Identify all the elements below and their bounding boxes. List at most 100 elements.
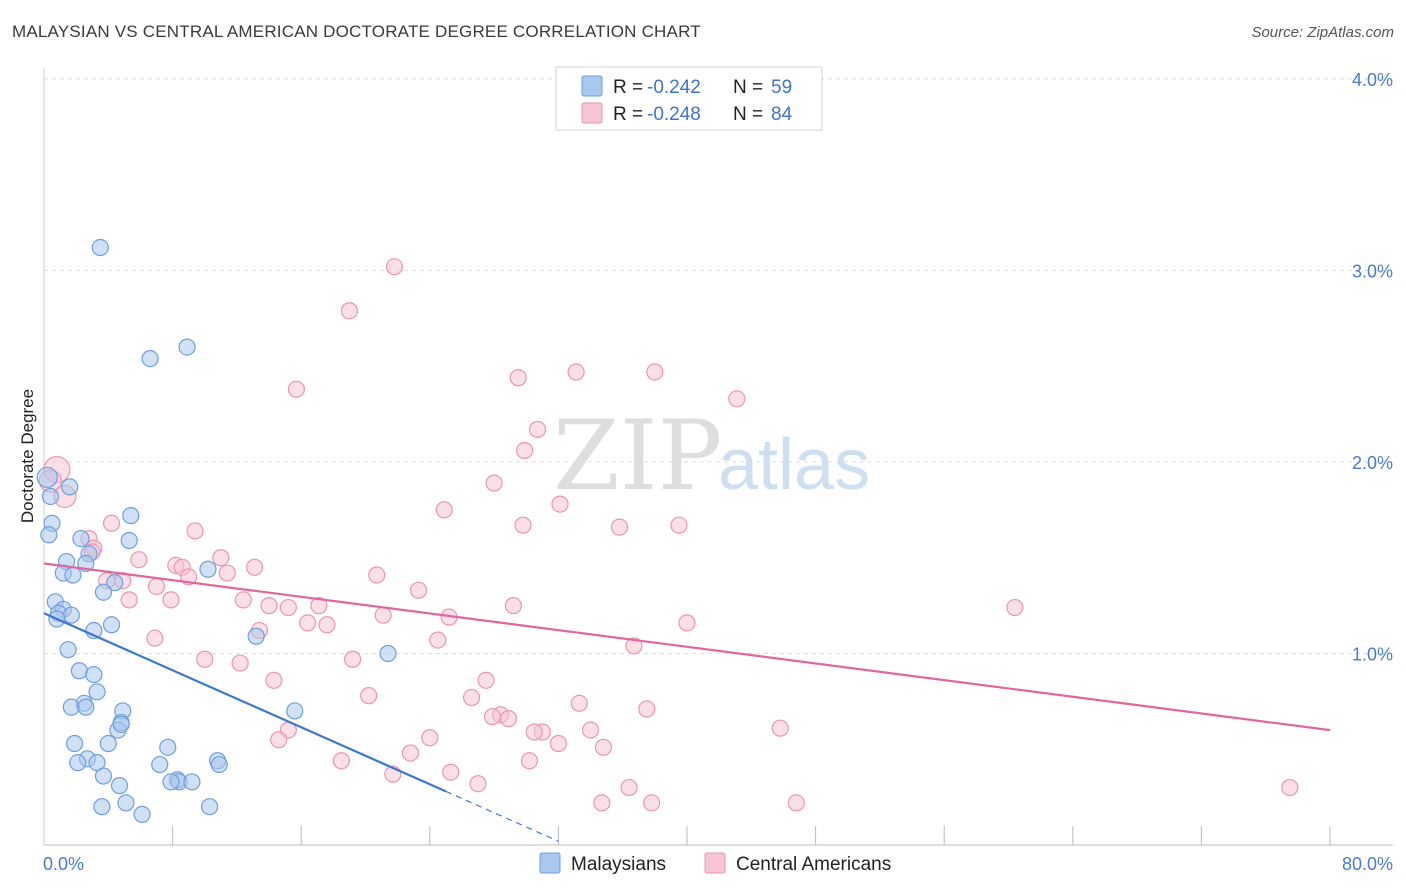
central-american-point-57: [477, 671, 495, 689]
central-american-point-73: [594, 738, 613, 756]
central-americans-trend-line: [43, 562, 1331, 732]
malaysian-point-53: [110, 777, 129, 795]
central-american-point-17: [670, 516, 688, 534]
central-american-point-31: [368, 566, 386, 584]
central-american-point-11: [516, 441, 534, 460]
malaysian-point-40: [65, 734, 84, 753]
central-american-point-59: [499, 710, 518, 728]
central-american-point-25: [212, 549, 230, 567]
central-american-point-65: [401, 744, 420, 762]
central-american-point-20: [186, 522, 204, 540]
central-american-point-50: [146, 629, 164, 647]
malaysian-point-5: [41, 487, 60, 506]
bottom-legend-swatch-central-americans: [704, 852, 726, 874]
legend-swatch-malaysians: [581, 75, 603, 97]
malaysian-point-55: [200, 798, 219, 816]
central-american-point-38: [310, 597, 328, 615]
central-american-point-60: [570, 694, 588, 712]
central-american-point-63: [270, 731, 288, 749]
malaysian-point-49: [94, 767, 113, 785]
bottom-legend-label-central-americans: Central Americans: [736, 854, 891, 875]
malaysian-point-32: [88, 683, 106, 701]
malaysian-point-1: [91, 238, 109, 257]
central-american-point-53: [265, 671, 283, 689]
central-american-point-36: [260, 597, 278, 615]
source-label: Source: ZipAtlas.com: [1251, 24, 1394, 41]
central-american-point-37: [279, 598, 297, 617]
central-american-point-76: [620, 778, 638, 797]
malaysian-point-39: [286, 702, 304, 720]
malaysian-point-41: [99, 734, 117, 753]
central-american-point-14: [551, 495, 569, 513]
y-tick-label-1: 1.0%: [1352, 645, 1393, 665]
central-american-point-45: [318, 616, 336, 634]
central-american-point-44: [299, 614, 317, 632]
central-american-point-39: [409, 581, 428, 599]
central-american-point-19: [102, 514, 121, 532]
y-tick-label-4: 4.0%: [1352, 70, 1393, 90]
malaysian-point-6: [61, 478, 79, 496]
central-american-point-15: [514, 516, 532, 534]
malaysian-point-46: [151, 755, 169, 774]
malaysian-point-15: [106, 574, 124, 592]
malaysian-point-30: [70, 662, 88, 680]
central-american-point-12: [528, 420, 547, 439]
central-american-point-54: [344, 650, 362, 668]
central-american-point-42: [1006, 598, 1024, 617]
malaysians-points: [36, 238, 397, 823]
malaysian-point-27: [247, 627, 265, 645]
bottom-legend-label-malaysians: Malaysians: [571, 854, 666, 875]
central-american-point-78: [787, 794, 805, 812]
malaysian-point-17: [122, 507, 140, 525]
y-tick-label-2: 2.0%: [1352, 453, 1393, 473]
central-american-point-67: [442, 763, 460, 781]
malaysian-point-16: [120, 531, 138, 550]
central-american-point-26: [245, 558, 264, 576]
central-american-point-18: [435, 501, 453, 519]
legend-r-value-1: -0.242: [647, 77, 701, 98]
central-americans-points: [38, 258, 1299, 812]
central-american-point-23: [130, 551, 148, 569]
malaysian-point-8: [40, 526, 58, 544]
central-american-point-13: [485, 474, 503, 492]
malaysian-point-29: [379, 644, 397, 663]
axes: [43, 68, 1393, 846]
malaysian-point-28: [59, 641, 77, 659]
malaysian-point-45: [69, 754, 87, 772]
central-american-point-30: [218, 564, 236, 582]
central-american-point-64: [332, 752, 350, 770]
legend-r-label-2: R =: [613, 104, 643, 125]
central-american-point-56: [462, 688, 481, 707]
malaysian-point-42: [159, 738, 177, 756]
malaysians-trend-line: [43, 612, 447, 793]
malaysian-point-23: [94, 583, 113, 601]
central-american-point-52: [231, 654, 249, 672]
central-american-point-8: [646, 363, 664, 381]
central-american-point-47: [429, 631, 447, 649]
trend-lines: [43, 562, 1331, 842]
central-american-point-79: [1281, 778, 1299, 797]
malaysian-point-54: [117, 794, 135, 812]
central-american-point-68: [469, 775, 487, 793]
x-tick-label-max: 80.0%: [1342, 854, 1393, 874]
central-american-point-46: [374, 606, 392, 624]
malaysian-point-35: [77, 698, 95, 716]
chart-title: MALAYSIAN VS CENTRAL AMERICAN DOCTORATE …: [12, 22, 701, 41]
central-american-point-55: [360, 687, 378, 705]
central-american-point-82: [483, 708, 502, 726]
legend-n-label-1: N =: [733, 77, 763, 98]
x-tick-label-min: 0.0%: [43, 854, 84, 874]
legend-n-label-2: N =: [733, 104, 763, 125]
legend-n-value-2: 84: [771, 104, 793, 125]
malaysian-point-22: [62, 606, 80, 624]
malaysian-point-34: [62, 698, 80, 716]
central-american-point-77: [643, 794, 661, 812]
x-ticks: [172, 826, 1331, 845]
malaysian-point-18: [199, 560, 217, 578]
bottom-legend-swatch-malaysians: [539, 852, 561, 874]
central-american-point-4: [385, 258, 404, 276]
central-american-point-72: [581, 721, 600, 739]
malaysian-point-9: [72, 529, 90, 548]
central-american-point-5: [340, 302, 359, 320]
